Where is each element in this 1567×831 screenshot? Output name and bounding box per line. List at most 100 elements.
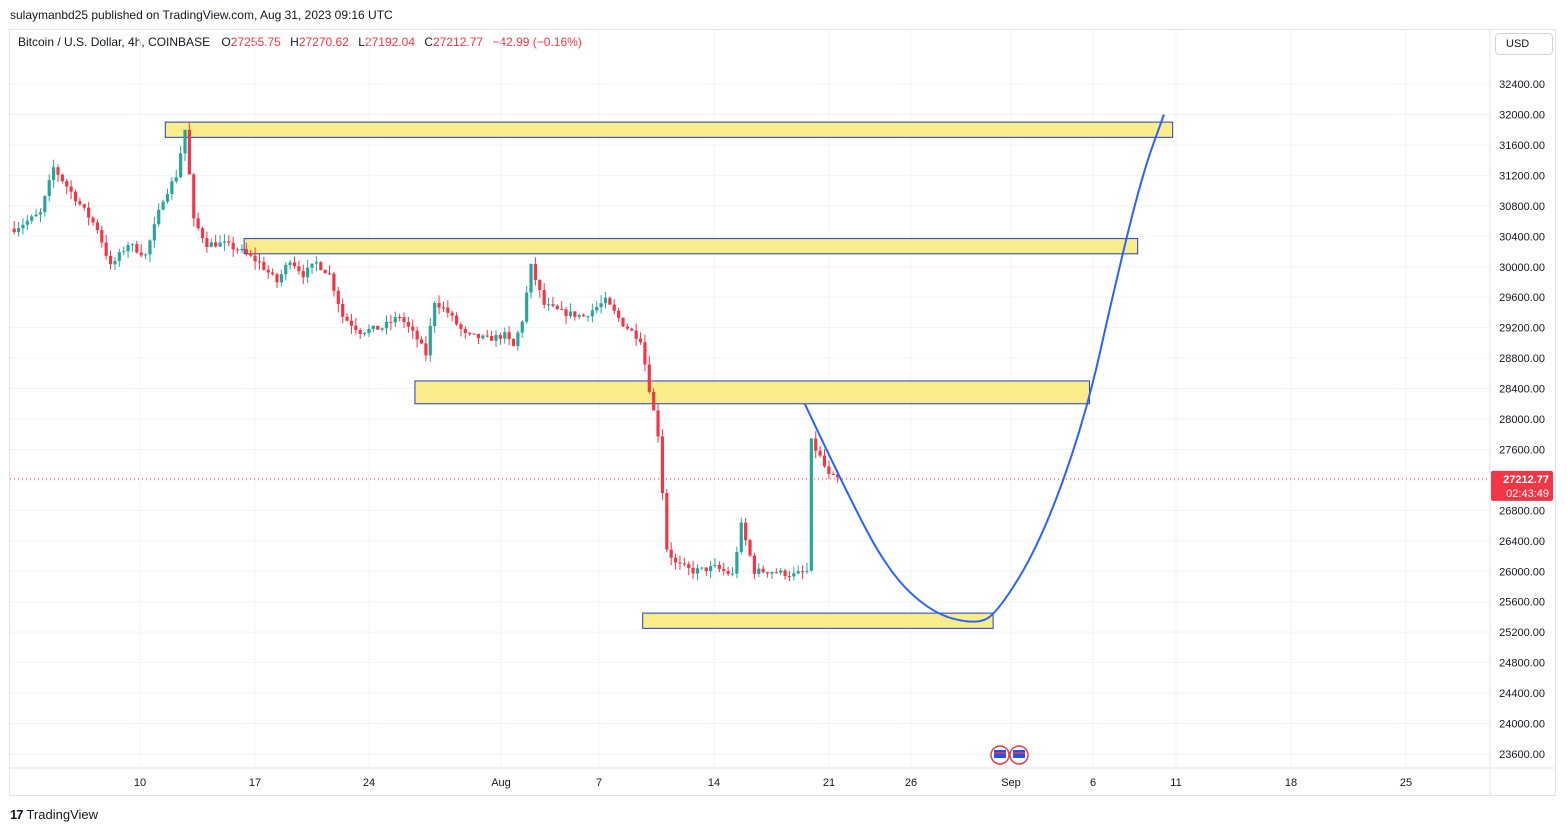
- x-tick-label: 18: [1285, 777, 1297, 789]
- candle-body: [187, 129, 191, 175]
- x-tick-label: 14: [708, 777, 720, 789]
- candle-body: [617, 310, 621, 318]
- candle-body: [12, 228, 16, 233]
- candle-body: [288, 262, 292, 265]
- footer: 17 TradingView: [10, 807, 98, 822]
- candle-body: [437, 303, 441, 308]
- candle-body: [529, 263, 533, 293]
- x-tick-label: 10: [134, 777, 146, 789]
- candle-body: [47, 180, 51, 197]
- candle-body: [314, 262, 318, 264]
- candle-body: [174, 177, 178, 182]
- candle-body: [542, 290, 546, 305]
- candle-body: [240, 248, 244, 251]
- symbol-title[interactable]: Bitcoin / U.S. Dollar, 4h, COINBASE: [18, 35, 211, 49]
- y-tick-label: 24400.00: [1499, 688, 1545, 700]
- x-tick-label: 17: [249, 777, 261, 789]
- tradingview-logo-icon[interactable]: 17: [10, 807, 24, 822]
- candle-body: [433, 303, 437, 327]
- candle-body: [511, 339, 516, 347]
- candle-body: [411, 326, 415, 331]
- candle-body: [507, 332, 511, 340]
- candle-body: [183, 129, 187, 154]
- low-value: 27192.04: [364, 35, 415, 49]
- candle-body: [165, 194, 170, 202]
- candle-body: [647, 364, 651, 392]
- candle-body: [621, 317, 625, 327]
- candle-body: [560, 309, 564, 311]
- candle-body: [152, 224, 156, 241]
- y-tick-label: 28800.00: [1499, 353, 1545, 365]
- candle-body: [60, 174, 64, 182]
- candle-body: [235, 249, 240, 251]
- candle-body: [323, 269, 327, 274]
- candle-body: [757, 568, 761, 574]
- candle-body: [656, 410, 660, 437]
- candle-body: [748, 540, 752, 556]
- candle-body: [122, 251, 126, 253]
- chart-frame: [9, 29, 1556, 796]
- y-tick-label: 23600.00: [1499, 749, 1545, 761]
- y-tick-label: 32000.00: [1499, 110, 1545, 122]
- candle-body: [205, 238, 209, 247]
- candle-body: [43, 196, 47, 213]
- x-tick-label: 21: [823, 777, 835, 789]
- support-resistance-zone: [642, 612, 994, 629]
- last-price-value: 27212.77: [1503, 474, 1549, 486]
- candle-body: [275, 274, 279, 283]
- x-tick-label: Sep: [1001, 777, 1021, 789]
- y-tick-label: 27600.00: [1499, 444, 1545, 456]
- candle-body: [25, 220, 29, 225]
- high-label: H: [290, 35, 299, 49]
- candle-body: [209, 242, 213, 247]
- y-tick-label: 24800.00: [1499, 658, 1545, 670]
- candle-body: [135, 244, 139, 253]
- candle-body: [625, 326, 629, 329]
- x-tick-label: 26: [905, 777, 917, 789]
- candle-body: [179, 153, 183, 178]
- candle-body: [69, 186, 73, 192]
- candle-body: [16, 228, 21, 233]
- y-tick-label: 28000.00: [1499, 414, 1545, 426]
- candle-body: [787, 576, 792, 578]
- candle-body: [170, 181, 174, 195]
- candle-body: [590, 310, 594, 317]
- candle-body: [761, 568, 765, 573]
- flag-icon: [994, 750, 1006, 758]
- open-label: O: [221, 35, 231, 49]
- x-tick-label: 7: [596, 777, 602, 789]
- candle-body: [673, 557, 678, 563]
- candle-body: [809, 438, 813, 571]
- candle-body: [805, 570, 809, 572]
- candle-body: [227, 241, 231, 243]
- candle-body: [612, 304, 616, 311]
- candle-body: [577, 315, 581, 317]
- candle-body: [481, 335, 485, 339]
- support-resistance-zone: [243, 238, 1139, 255]
- candle-body: [555, 305, 559, 310]
- candle-body: [822, 455, 827, 467]
- candle-body: [266, 269, 270, 273]
- y-tick-label: 26000.00: [1499, 566, 1545, 578]
- candle-body: [319, 262, 323, 270]
- candle-body: [564, 309, 568, 317]
- candle-body: [450, 312, 454, 316]
- currency-button[interactable]: USD: [1495, 33, 1553, 55]
- candle-body: [687, 564, 691, 568]
- candle-body: [468, 333, 472, 335]
- y-tick-label: 26400.00: [1499, 536, 1545, 548]
- high-value: 27270.62: [298, 35, 349, 49]
- candle-body: [726, 570, 730, 574]
- candle-body: [306, 267, 310, 278]
- candle-body: [384, 321, 389, 329]
- projection-curve: [803, 114, 1165, 623]
- candle-body: [30, 216, 34, 221]
- candle-body: [533, 263, 537, 281]
- candle-body: [814, 438, 818, 451]
- y-tick-label: 29200.00: [1499, 323, 1545, 335]
- candle-body: [108, 255, 113, 265]
- candle-body: [783, 570, 787, 577]
- candle-body: [157, 209, 161, 225]
- candle-body: [441, 307, 446, 309]
